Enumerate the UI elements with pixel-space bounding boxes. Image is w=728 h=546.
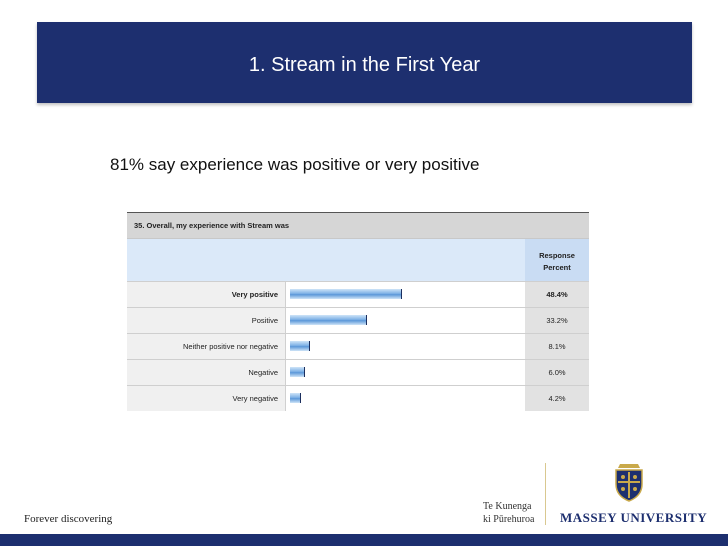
table-row: Very positive 48.4% [127, 281, 589, 307]
bar-very-positive [290, 289, 402, 299]
bar-plot-area [285, 360, 526, 385]
table-row: Positive 33.2% [127, 307, 589, 333]
value-label: 48.4% [525, 282, 589, 307]
category-label: Positive [251, 316, 278, 325]
university-wordmark: MASSEY UNIVERSITY [560, 510, 708, 525]
footer-divider [545, 463, 546, 525]
category-label: Very negative [232, 394, 278, 403]
value-label: 8.1% [525, 334, 589, 359]
footer-tagline: Forever discovering [24, 513, 113, 525]
bar-positive [290, 315, 367, 325]
maori-line-1: Te Kunenga [483, 501, 532, 512]
bar-plot-area [285, 334, 526, 359]
value-label: 4.2% [525, 386, 589, 411]
maori-name: Te Kunenga ki Pūrehuroa [483, 500, 534, 526]
category-label: Neither positive nor negative [182, 342, 278, 351]
category-label: Negative [248, 368, 278, 377]
bar-negative [290, 367, 305, 377]
category-label: Very positive [231, 290, 278, 299]
value-label: 33.2% [525, 308, 589, 333]
header-percent: Percent [543, 263, 571, 272]
value-label: 6.0% [525, 360, 589, 385]
bottom-band [0, 534, 728, 546]
bar-plot-area [285, 308, 526, 333]
bar-neither [290, 341, 310, 351]
survey-table: 35. Overall, my experience with Stream w… [127, 212, 589, 411]
maori-line-2: ki Pūrehuroa [483, 514, 535, 525]
bar-plot-area [285, 282, 526, 307]
header-response: Response [539, 251, 575, 260]
question-row: 35. Overall, my experience with Stream w… [127, 213, 589, 239]
table-row: Negative 6.0% [127, 359, 589, 385]
header-row [127, 239, 589, 281]
question-text: 35. Overall, my experience with Stream w… [134, 221, 290, 230]
table-row: Neither positive nor negative 8.1% [127, 333, 589, 359]
university-crest-icon [615, 464, 643, 502]
bar-plot-area [285, 386, 526, 411]
bar-very-negative [290, 393, 301, 403]
table-row: Very negative 4.2% [127, 385, 589, 411]
header-percent-cell [525, 239, 589, 281]
slide-title: 1. Stream in the First Year [248, 54, 481, 76]
title-banner: 1. Stream in the First Year [37, 22, 692, 103]
slide-subtitle: 81% say experience was positive or very … [110, 155, 480, 174]
